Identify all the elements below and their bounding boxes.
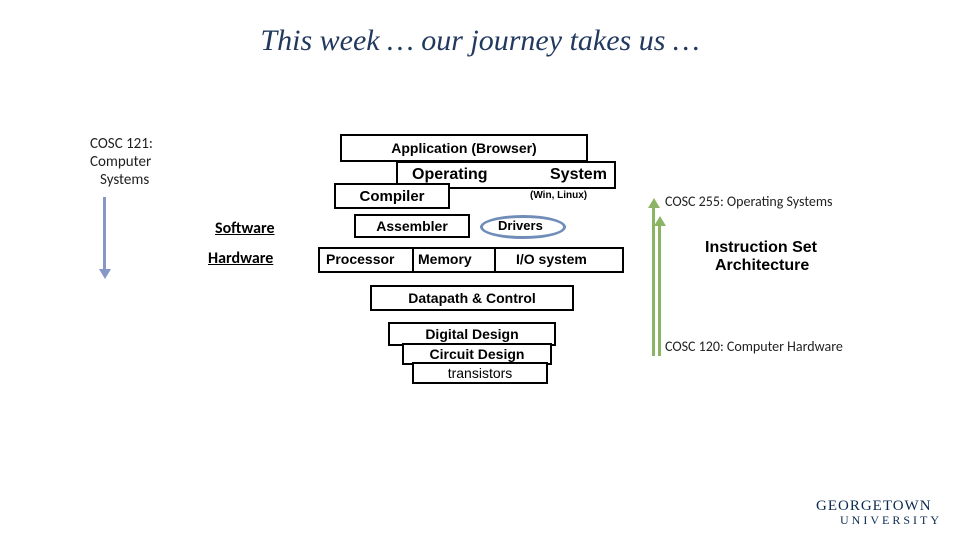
text-os-system: System	[550, 166, 607, 184]
arrow-right-b-shaft	[658, 226, 661, 356]
label-cosc120: COSC 120: Computer Hardware	[665, 338, 843, 355]
label-cosc255: COSC 255: Operating Systems	[665, 193, 833, 210]
arrow-right-a-head	[648, 198, 660, 208]
text-processor: Processor	[326, 251, 394, 267]
label-software: Software	[215, 219, 275, 238]
slide-title-text: This week … our journey takes us …	[260, 24, 699, 57]
box-assembler: Assembler	[354, 214, 470, 238]
box-datapath-control: Datapath & Control	[370, 285, 574, 311]
arrow-left-head	[99, 269, 111, 279]
box-transistors: transistors	[412, 362, 548, 384]
box-compiler: Compiler	[334, 183, 450, 209]
box-application: Application (Browser)	[340, 134, 588, 162]
slide-title: This week … our journey takes us …	[0, 24, 960, 58]
slide: This week … our journey takes us … COSC …	[0, 0, 960, 540]
text-memory: Memory	[418, 251, 472, 267]
logo-line1: GEORGETOWN	[816, 499, 942, 514]
label-cosc121-line1: COSC 121:	[90, 135, 153, 153]
divider-pmio-1	[412, 247, 414, 273]
label-isa-line1: Instruction Set	[705, 239, 817, 257]
arrow-right-a-shaft	[652, 208, 655, 356]
text-io-system: I/O system	[516, 251, 587, 267]
label-hardware: Hardware	[208, 249, 273, 268]
divider-pmio-2	[494, 247, 496, 273]
text-win-linux: (Win, Linux)	[530, 190, 587, 201]
arrow-left-shaft	[103, 197, 106, 269]
label-isa-line2: Architecture	[715, 257, 809, 275]
logo-line2: UNIVERSITY	[840, 514, 942, 526]
arrow-right-b-head	[654, 216, 666, 226]
label-cosc121-line3: Systems	[100, 171, 149, 189]
georgetown-logo: GEORGETOWN UNIVERSITY	[816, 499, 942, 526]
oval-drivers-highlight	[480, 215, 566, 239]
label-cosc121-line2: Computer	[90, 153, 151, 171]
